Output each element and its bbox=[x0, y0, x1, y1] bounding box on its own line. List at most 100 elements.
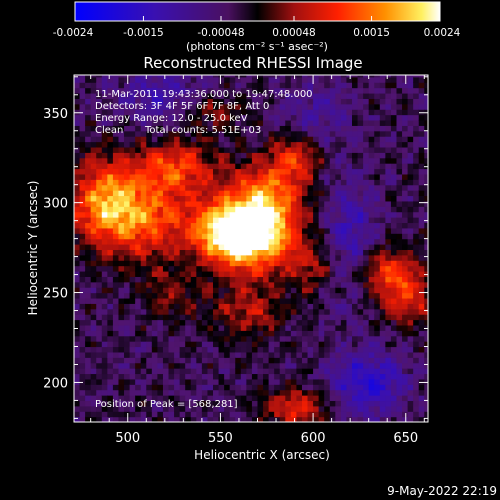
heatmap-cell bbox=[390, 114, 398, 121]
heatmap-cell bbox=[118, 276, 125, 283]
heatmap-cell bbox=[129, 265, 136, 272]
heatmap-cell bbox=[96, 378, 103, 385]
heatmap-cell bbox=[296, 76, 303, 83]
heatmap-cell bbox=[346, 184, 353, 191]
heatmap-cell bbox=[79, 297, 86, 304]
heatmap-cell bbox=[224, 200, 231, 207]
heatmap-cell bbox=[346, 233, 353, 240]
heatmap-cell bbox=[313, 308, 320, 315]
heatmap-cell bbox=[218, 341, 225, 348]
heatmap-cell bbox=[124, 130, 131, 137]
heatmap-cell bbox=[301, 173, 309, 180]
heatmap-cell bbox=[162, 411, 170, 418]
heatmap-cell bbox=[185, 373, 192, 380]
heatmap-cell bbox=[74, 373, 81, 380]
heatmap-cell bbox=[129, 130, 136, 137]
heatmap-cell bbox=[301, 125, 309, 132]
heatmap-cell bbox=[207, 217, 214, 224]
heatmap-cell bbox=[201, 200, 209, 207]
heatmap-cell bbox=[274, 389, 281, 396]
heatmap-cell bbox=[90, 330, 97, 337]
heatmap-cell bbox=[107, 75, 114, 78]
heatmap-cell bbox=[151, 351, 158, 358]
heatmap-cell bbox=[174, 168, 181, 175]
heatmap-cell bbox=[118, 265, 125, 272]
heatmap-cell bbox=[274, 82, 281, 89]
heatmap-cell bbox=[174, 125, 181, 132]
heatmap-cell bbox=[213, 319, 220, 326]
heatmap-cell bbox=[357, 389, 364, 396]
heatmap-cell bbox=[124, 303, 131, 310]
heatmap-cell bbox=[357, 238, 364, 245]
heatmap-cell bbox=[296, 416, 303, 422]
heatmap-cell bbox=[251, 346, 259, 353]
heatmap-cell bbox=[402, 146, 409, 153]
heatmap-cell bbox=[313, 346, 320, 353]
heatmap-cell bbox=[346, 125, 353, 132]
heatmap-cell bbox=[162, 249, 170, 256]
heatmap-cell bbox=[257, 163, 264, 170]
heatmap-cell bbox=[268, 222, 275, 229]
heatmap-cell bbox=[207, 195, 214, 202]
heatmap-cell bbox=[190, 109, 197, 116]
heatmap-cell bbox=[185, 179, 192, 186]
heatmap-cell bbox=[146, 260, 153, 267]
heatmap-cell bbox=[101, 297, 108, 304]
heatmap-cell bbox=[379, 265, 386, 272]
heatmap-cell bbox=[190, 260, 197, 267]
heatmap-cell bbox=[374, 416, 381, 422]
heatmap-cell bbox=[279, 276, 286, 283]
heatmap-cell bbox=[213, 400, 220, 407]
heatmap-cell bbox=[318, 292, 325, 299]
heatmap-cell bbox=[207, 276, 214, 283]
heatmap-cell bbox=[396, 130, 403, 137]
heatmap-cell bbox=[190, 270, 197, 277]
heatmap-cell bbox=[129, 222, 136, 229]
heatmap-cell bbox=[196, 200, 203, 207]
heatmap-cell bbox=[374, 75, 381, 78]
heatmap-cell bbox=[179, 357, 186, 364]
heatmap-cell bbox=[307, 416, 314, 422]
heatmap-cell bbox=[274, 130, 281, 137]
heatmap-cell bbox=[246, 190, 253, 197]
heatmap-cell bbox=[162, 341, 170, 348]
heatmap-cell bbox=[207, 308, 214, 315]
heatmap-cell bbox=[118, 130, 125, 137]
heatmap-cell bbox=[368, 146, 375, 153]
heatmap-cell bbox=[340, 98, 348, 105]
heatmap-cell bbox=[379, 152, 386, 159]
heatmap-cell bbox=[129, 260, 136, 267]
heatmap-cell bbox=[352, 244, 359, 250]
heatmap-cell bbox=[135, 270, 142, 277]
heatmap-cell bbox=[329, 125, 336, 132]
heatmap-cell bbox=[368, 152, 375, 159]
heatmap-cell bbox=[374, 76, 381, 83]
heatmap-cell bbox=[301, 276, 309, 283]
heatmap-cell bbox=[279, 244, 286, 250]
heatmap-cell bbox=[124, 125, 131, 132]
heatmap-cell bbox=[318, 98, 325, 105]
heatmap-cell bbox=[190, 416, 197, 422]
heatmap-cell bbox=[313, 98, 320, 105]
heatmap-cell bbox=[79, 233, 86, 240]
heatmap-cell bbox=[196, 103, 203, 110]
heatmap-cell bbox=[218, 297, 225, 304]
heatmap-cell bbox=[346, 303, 353, 310]
heatmap-cell bbox=[79, 76, 86, 83]
heatmap-cell bbox=[74, 82, 81, 89]
heatmap-cell bbox=[190, 211, 197, 218]
heatmap-cell bbox=[190, 103, 197, 110]
heatmap-cell bbox=[301, 184, 309, 191]
heatmap-cell bbox=[268, 75, 275, 78]
heatmap-cell bbox=[124, 346, 131, 353]
heatmap-cell bbox=[218, 114, 225, 121]
heatmap-cell bbox=[240, 389, 247, 396]
heatmap-cell bbox=[207, 324, 214, 331]
heatmap-cell bbox=[129, 206, 136, 213]
heatmap-cell bbox=[257, 136, 264, 143]
heatmap-cell bbox=[368, 254, 375, 261]
heatmap-cell bbox=[201, 378, 209, 385]
heatmap-cell bbox=[263, 324, 270, 331]
heatmap-cell bbox=[218, 227, 225, 234]
